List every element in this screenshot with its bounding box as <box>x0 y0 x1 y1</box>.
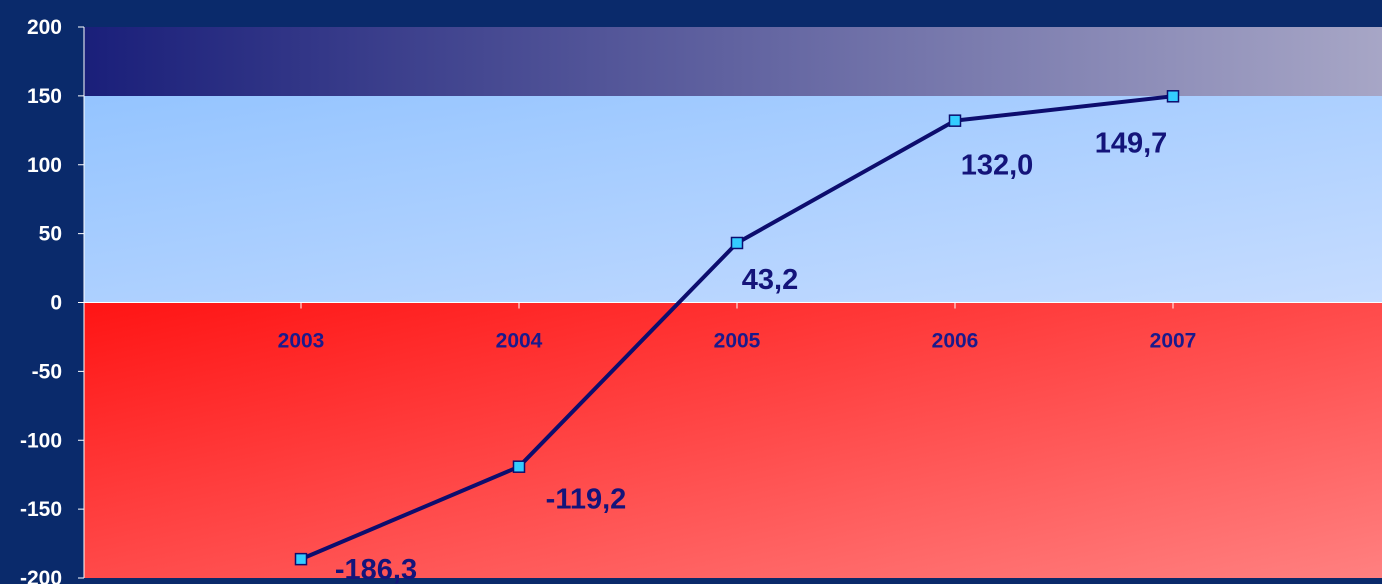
data-point-marker <box>294 552 308 566</box>
y-tick-label: 150 <box>27 85 62 108</box>
x-tick-labels: 2003 2004 2005 2006 2007 <box>278 302 1197 353</box>
data-labels: -186,3 -119,2 43,2 132,0 149,7 <box>335 127 1167 584</box>
data-point-marker <box>730 236 744 250</box>
data-label: -119,2 <box>546 484 627 516</box>
band-negative <box>84 302 1382 578</box>
y-tick-label: 200 <box>27 16 62 39</box>
x-tick-label: 2005 <box>714 330 761 353</box>
y-tick-label: -50 <box>32 360 62 383</box>
y-tick-label: -100 <box>20 429 62 452</box>
data-point-marker <box>948 114 962 127</box>
data-point-marker <box>512 460 526 473</box>
y-tick-label: 100 <box>27 154 62 177</box>
series-markers <box>294 90 1180 566</box>
y-tick-label: -200 <box>20 567 62 584</box>
x-tick-label: 2006 <box>932 330 979 353</box>
y-tick-label: -150 <box>20 498 62 521</box>
data-label: -186,3 <box>335 554 417 584</box>
data-point-marker <box>1166 90 1180 103</box>
x-tick-label: 2004 <box>496 330 543 353</box>
data-label: 149,7 <box>1095 127 1168 159</box>
band-top <box>84 27 1382 96</box>
y-tick-label: 0 <box>50 292 62 315</box>
background-bands <box>84 27 1382 578</box>
y-tick-label: 50 <box>39 223 62 246</box>
data-label: 132,0 <box>961 150 1034 182</box>
x-tick-label: 2003 <box>278 330 325 353</box>
data-label: 43,2 <box>742 264 798 296</box>
x-tick-label: 2007 <box>1150 330 1197 353</box>
band-positive <box>84 96 1382 302</box>
y-tick-labels: 200 150 100 50 0 -50 -100 -150 -200 <box>20 16 84 584</box>
